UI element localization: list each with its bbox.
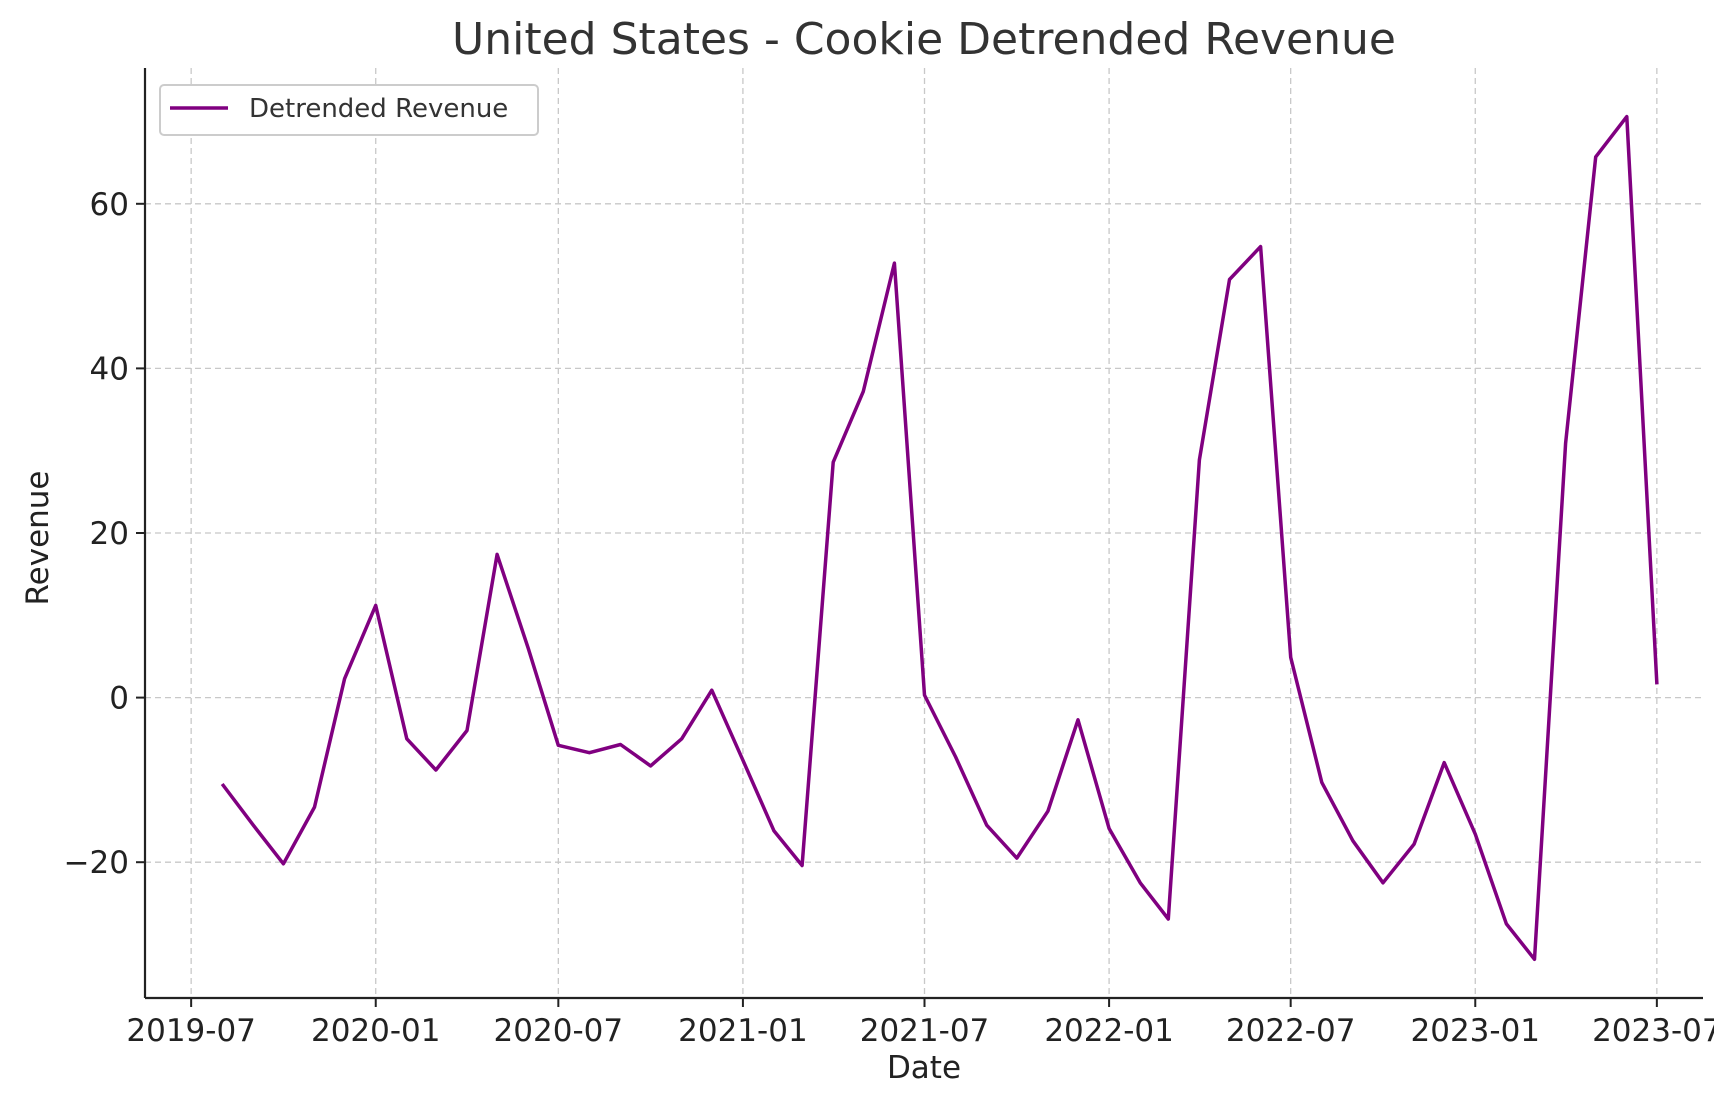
x-axis-label: Date <box>887 1050 961 1086</box>
legend-label: Detrended Revenue <box>249 94 508 124</box>
x-tick-label: 2020-01 <box>311 1013 441 1049</box>
x-tick-label: 2023-01 <box>1411 1013 1541 1049</box>
x-tick-label: 2022-01 <box>1044 1013 1174 1049</box>
chart-title: United States - Cookie Detrended Revenue <box>452 14 1396 65</box>
legend-box <box>159 84 539 136</box>
y-tick-label: −20 <box>64 845 129 881</box>
series-lines <box>220 114 1659 962</box>
y-axis-label: Revenue <box>20 470 56 605</box>
legend: Detrended Revenue <box>159 84 539 136</box>
axes: 2019-07 2020-01 2020-07 2021-01 2021-07 2022-… <box>64 68 1714 1049</box>
grid-lines <box>145 68 1703 998</box>
x-tick-label: 2021-01 <box>678 1013 808 1049</box>
x-tick-label: 2021-07 <box>860 1013 990 1049</box>
x-tick-label: 2022-07 <box>1226 1013 1356 1049</box>
series-line <box>220 114 1659 962</box>
x-tick-label: 2023-07 <box>1592 1013 1714 1049</box>
y-tick-label: 20 <box>90 516 129 552</box>
y-tick-label: 60 <box>90 187 129 223</box>
x-tick-label: 2020-07 <box>494 1013 624 1049</box>
y-tick-label: 40 <box>90 351 129 387</box>
y-tick-label: 0 <box>109 681 129 717</box>
x-tick-label: 2019-07 <box>126 1013 256 1049</box>
